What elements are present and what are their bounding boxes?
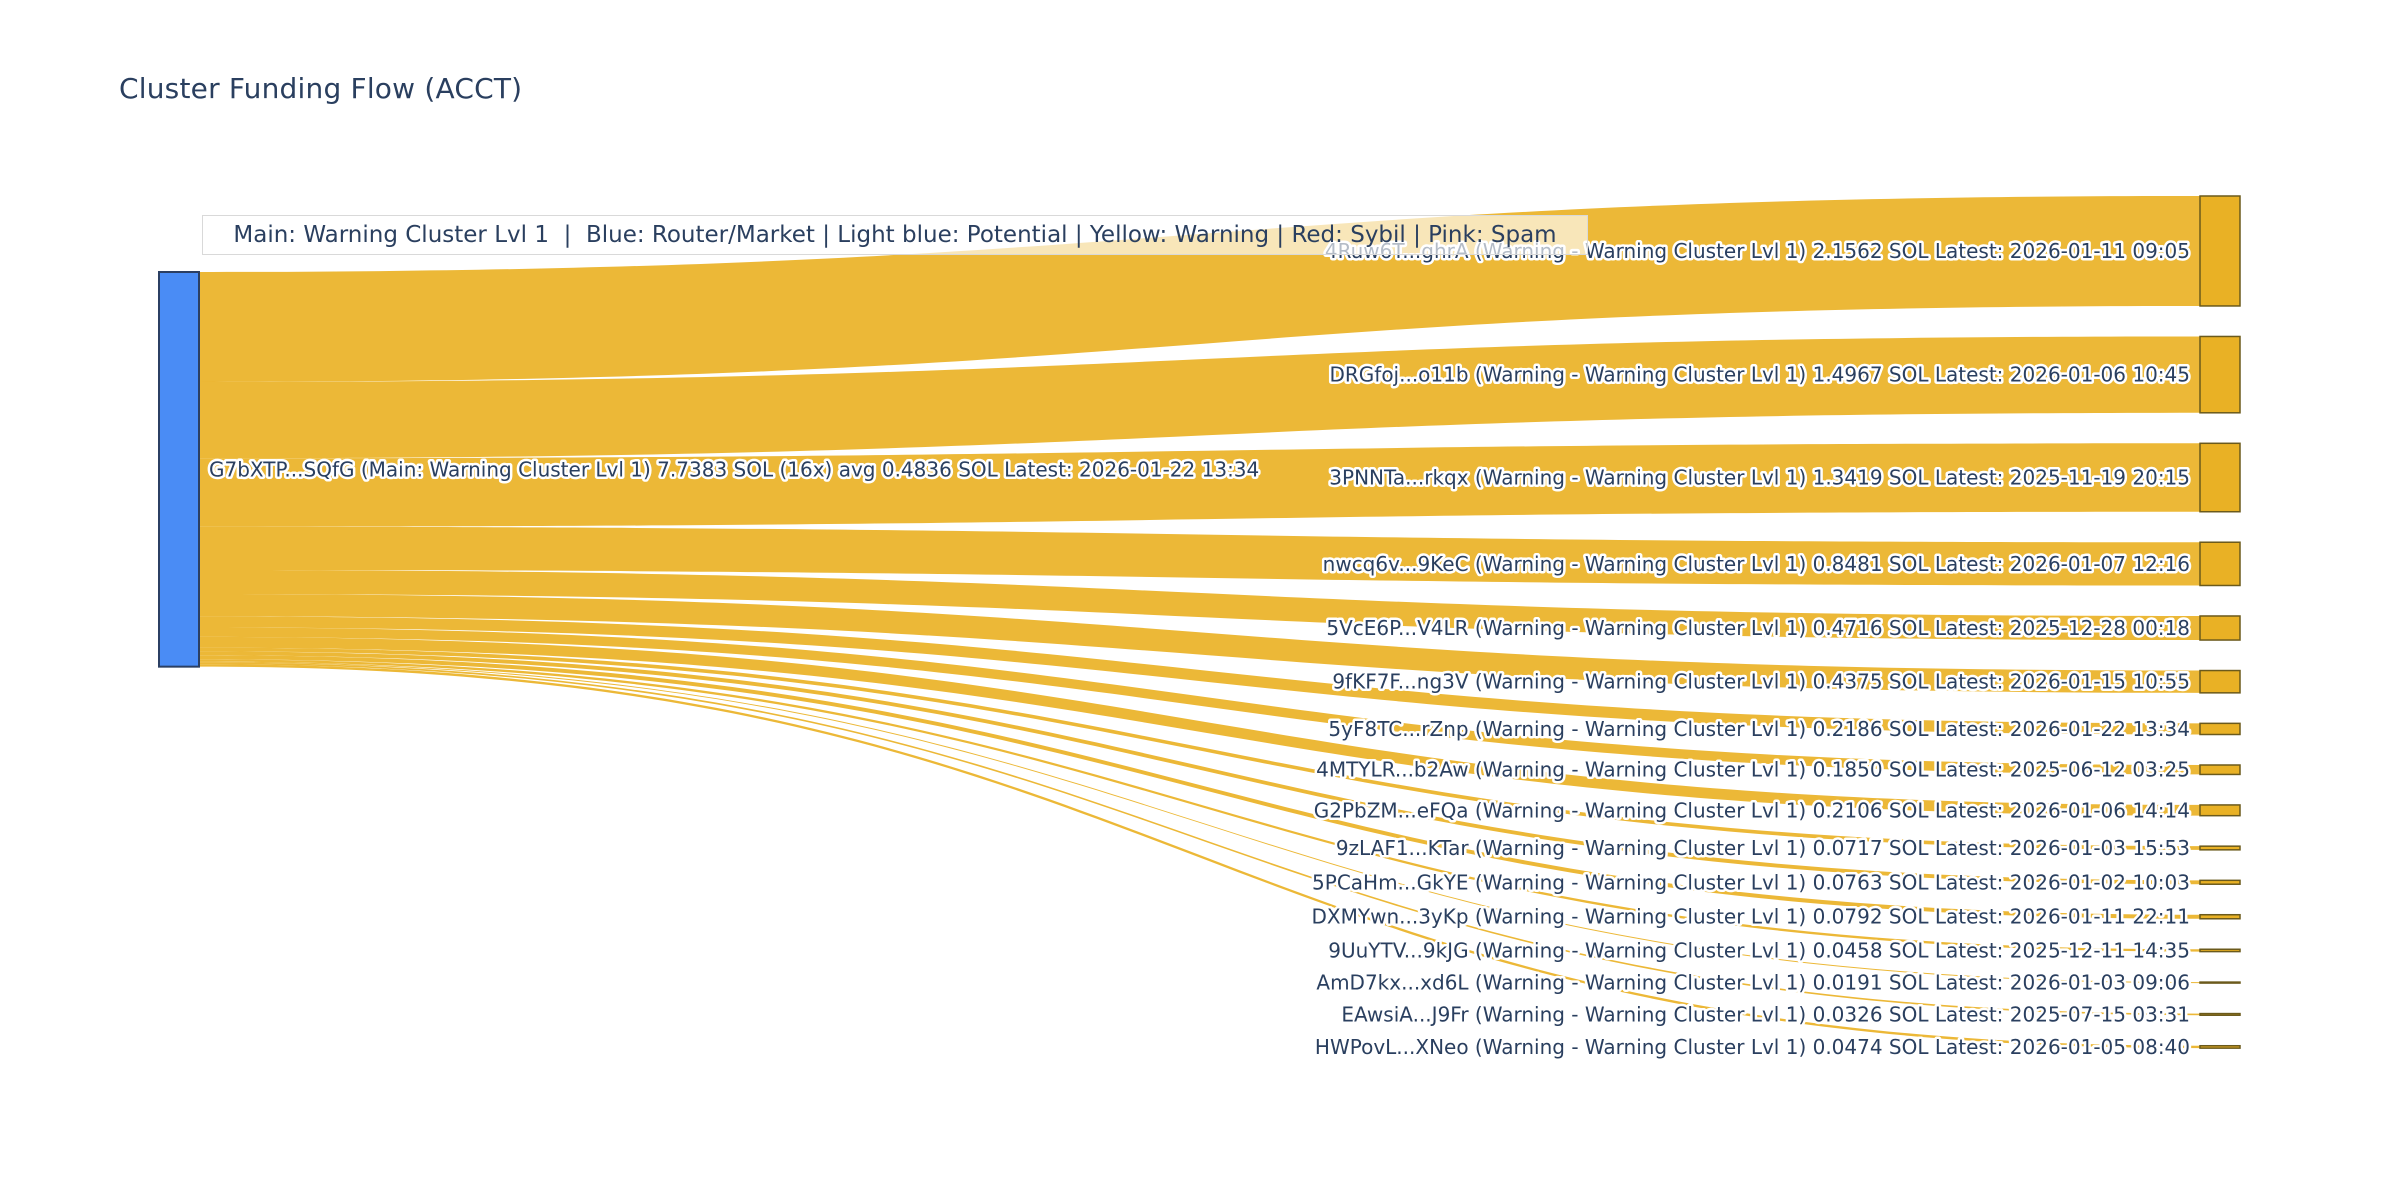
source-node-label: G7bXTP...SQfG (Main: Warning Cluster Lvl… bbox=[209, 457, 1259, 481]
target-node-label: AmD7kx...xd6L (Warning - Warning Cluster… bbox=[1316, 971, 2190, 995]
target-node-9zLAF1...KTar[interactable] bbox=[2199, 845, 2241, 851]
target-node-4MTYLR...b2Aw[interactable] bbox=[2199, 764, 2241, 776]
chart-title: Cluster Funding Flow (ACCT) bbox=[119, 72, 523, 105]
sankey-link-AmD7kx...xd6L[interactable] bbox=[199, 661, 2200, 984]
source-node-G7bXTP...SQfG[interactable] bbox=[158, 271, 200, 668]
target-node-label: EAwsiA...J9Fr (Warning - Warning Cluster… bbox=[1341, 1002, 2190, 1026]
sankey-link-9fKF7F...ng3V[interactable] bbox=[199, 594, 2200, 693]
sankey-link-5VcE6P...V4LR[interactable] bbox=[199, 569, 2200, 641]
target-node-9fKF7F...ng3V[interactable] bbox=[2199, 669, 2241, 694]
target-node-label: 9fKF7F...ng3V (Warning - Warning Cluster… bbox=[1332, 670, 2190, 694]
target-node-label: 5yF8TC...rZnp (Warning - Warning Cluster… bbox=[1328, 717, 2190, 741]
target-node-label: G2PbZM...eFQa (Warning - Warning Cluster… bbox=[1314, 798, 2190, 822]
target-node-5PCaHm...GkYE[interactable] bbox=[2199, 879, 2241, 885]
sankey-link-DXMYwn...3yKp[interactable] bbox=[199, 655, 2200, 919]
sankey-link-3PNNTa...rkqx[interactable] bbox=[199, 443, 2200, 527]
sankey-link-HWPovL...XNeo[interactable] bbox=[199, 664, 2200, 1049]
target-node-5yF8TC...rZnp[interactable] bbox=[2199, 722, 2241, 736]
target-node-label: 4MTYLR...b2Aw (Warning - Warning Cluster… bbox=[1316, 758, 2190, 782]
sankey-link-DRGfoj...o11b[interactable] bbox=[199, 336, 2200, 459]
sankey-link-5PCaHm...GkYE[interactable] bbox=[199, 651, 2200, 885]
target-node-G2PbZM...eFQa[interactable] bbox=[2199, 804, 2241, 817]
target-node-label: nwcq6v...9KeC (Warning - Warning Cluster… bbox=[1323, 552, 2190, 576]
target-node-3PNNTa...rkqx[interactable] bbox=[2199, 442, 2241, 513]
target-node-label: DRGfoj...o11b (Warning - Warning Cluster… bbox=[1329, 363, 2190, 387]
sankey-link-5yF8TC...rZnp[interactable] bbox=[199, 616, 2200, 735]
sankey-link-G2PbZM...eFQa[interactable] bbox=[199, 636, 2200, 816]
target-node-label: 9zLAF1...KTar (Warning - Warning Cluster… bbox=[1336, 836, 2190, 860]
target-node-AmD7kx...xd6L[interactable] bbox=[2199, 981, 2241, 984]
sankey-link-9UuYTV...9kJG[interactable] bbox=[199, 659, 2200, 952]
sankey-link-9zLAF1...KTar[interactable] bbox=[199, 647, 2200, 850]
target-node-HWPovL...XNeo[interactable] bbox=[2199, 1044, 2241, 1049]
target-node-nwcq6v...9KeC[interactable] bbox=[2199, 541, 2241, 587]
target-node-9UuYTV...9kJG[interactable] bbox=[2199, 948, 2241, 953]
target-node-4Ruw6T...ghrA[interactable] bbox=[2199, 195, 2241, 307]
legend-annotation: Main: Warning Cluster Lvl 1 | Blue: Rout… bbox=[202, 215, 1588, 255]
target-node-label: 5VcE6P...V4LR (Warning - Warning Cluster… bbox=[1326, 616, 2190, 640]
sankey-link-nwcq6v...9KeC[interactable] bbox=[199, 526, 2200, 586]
target-node-EAwsiA...J9Fr[interactable] bbox=[2199, 1012, 2241, 1016]
sankey-link-EAwsiA...J9Fr[interactable] bbox=[199, 662, 2200, 1016]
sankey-link-4MTYLR...b2Aw[interactable] bbox=[199, 627, 2200, 775]
target-node-label: 9UuYTV...9kJG (Warning - Warning Cluster… bbox=[1328, 938, 2190, 962]
sankey-link-4Ruw6T...ghrA[interactable] bbox=[199, 196, 2200, 382]
target-node-label: HWPovL...XNeo (Warning - Warning Cluster… bbox=[1315, 1035, 2190, 1059]
target-node-label: DXMYwn...3yKp (Warning - Warning Cluster… bbox=[1312, 905, 2190, 929]
target-node-DXMYwn...3yKp[interactable] bbox=[2199, 913, 2241, 920]
target-node-DRGfoj...o11b[interactable] bbox=[2199, 335, 2241, 414]
target-node-5VcE6P...V4LR[interactable] bbox=[2199, 615, 2241, 641]
target-node-label: 3PNNTa...rkqx (Warning - Warning Cluster… bbox=[1329, 466, 2190, 490]
target-node-label: 5PCaHm...GkYE (Warning - Warning Cluster… bbox=[1312, 870, 2190, 894]
